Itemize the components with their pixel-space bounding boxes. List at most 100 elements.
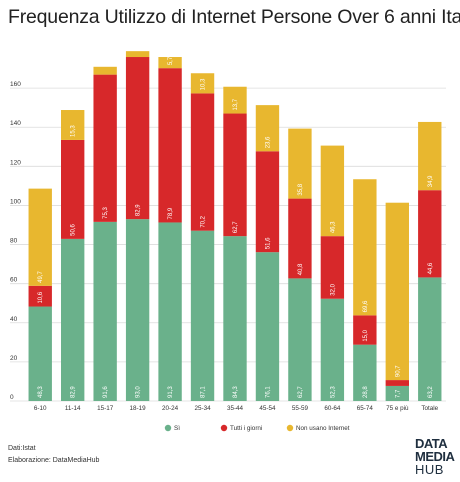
bar-segment: [288, 198, 312, 279]
bar-segment: [223, 113, 247, 237]
x-tick-label: 65-74: [357, 405, 374, 412]
x-tick-label: 11-14: [65, 405, 81, 412]
bar-segment: [125, 219, 150, 401]
data-label: 62,7: [233, 221, 239, 233]
bar-segment: [288, 128, 312, 199]
data-label: 91,3: [168, 386, 174, 398]
x-tick-label: 35-44: [227, 405, 244, 412]
bar-segment: [385, 385, 409, 401]
x-tick-label: 6-10: [34, 405, 47, 412]
data-label: 35,8: [298, 183, 304, 195]
data-label: 63,2: [428, 386, 434, 398]
legend-swatch: [286, 424, 294, 432]
data-label: 5,7: [168, 56, 174, 65]
data-label: 49,7: [38, 270, 44, 282]
data-label: 15,3: [71, 125, 77, 137]
data-label: 34,9: [428, 175, 434, 187]
y-tick-label: 20: [10, 355, 18, 362]
bar-segment: [353, 344, 377, 401]
datamediahub-logo: DATA MEDIA HUB: [415, 437, 455, 476]
y-tick-label: 60: [10, 277, 18, 284]
y-axis-ticks: 0 20 40 60 80 100 120 140 160: [10, 81, 21, 401]
bar-segment: [385, 202, 409, 381]
y-tick-label: 100: [10, 198, 21, 205]
y-tick-label: 40: [10, 316, 18, 323]
y-tick-label: 120: [10, 159, 21, 166]
data-label: 93,0: [136, 386, 142, 398]
bar-segment: [255, 151, 280, 253]
bars: 48,3 10,6 49,7 82,9 50,6 15,3 91,6 75,3 93,0 82,9…: [28, 51, 442, 401]
bar-segment: [385, 380, 409, 386]
data-label: 48,3: [38, 386, 44, 398]
x-tick-label: 75 e più: [386, 405, 409, 412]
data-label: 90,7: [395, 365, 401, 377]
data-label: 78,9: [168, 207, 174, 219]
data-label: 50,6: [71, 224, 77, 236]
data-label: 82,9: [136, 204, 142, 216]
bar-segment: [28, 306, 52, 401]
bar-segment: [61, 139, 85, 239]
data-label: 82,9: [71, 386, 77, 398]
bar-segment: [28, 188, 52, 286]
data-label: 76,1: [265, 386, 271, 398]
legend-label: Tutti i giorni: [230, 425, 262, 432]
x-tick-label: 18-19: [130, 405, 147, 412]
bar-segment: [418, 121, 442, 191]
x-tick-label: 20-24: [162, 405, 179, 412]
bar-segment: [61, 110, 85, 140]
legend: Sì Tutti i giorni Non usano Internet: [164, 424, 350, 432]
bar-segment: [255, 105, 280, 152]
data-label: 15,0: [363, 329, 369, 341]
bar-segment: [158, 57, 182, 69]
bar-segment: [320, 236, 345, 299]
logo-line-1: DATA: [415, 436, 448, 451]
data-label: 23,6: [265, 136, 271, 148]
data-label: 91,6: [103, 386, 109, 398]
x-axis-ticks: 6-10 11-14 15-17 18-19 20-24 25-34 35-44 45-54 5…: [34, 405, 439, 412]
bar-segment: [93, 66, 117, 75]
data-label: 7,7: [395, 389, 401, 398]
bar-segment: [158, 222, 182, 401]
x-tick-label: Totale: [421, 405, 438, 412]
y-tick-label: 80: [10, 238, 18, 245]
data-label: 70,2: [201, 215, 207, 227]
x-tick-label: 55-59: [292, 405, 309, 412]
logo-line-3: HUB: [415, 462, 444, 477]
bar-segment: [190, 73, 215, 94]
data-label: 40,8: [298, 263, 304, 275]
data-label: 28,8: [363, 386, 369, 398]
legend-label: Non usano Internet: [296, 425, 350, 432]
y-tick-label: 160: [10, 81, 21, 88]
y-tick-label: 0: [10, 394, 14, 401]
bar-segment: [190, 230, 215, 401]
bar-segment: [223, 236, 247, 401]
data-label: 62,7: [298, 386, 304, 398]
bar-segment: [190, 93, 215, 231]
bar-segment: [418, 190, 442, 278]
bar-segment: [125, 57, 150, 220]
data-label: 69,6: [363, 300, 369, 312]
data-label: 32,0: [330, 283, 336, 295]
bar-segment: [255, 252, 280, 401]
bar-segment: [223, 86, 247, 114]
logo-line-2: MEDIA: [415, 449, 455, 464]
bar-segment: [353, 179, 377, 316]
data-label: 10,6: [38, 291, 44, 303]
data-label: 13,7: [233, 98, 239, 110]
bar-segment: [28, 285, 52, 307]
bar-segment: [320, 298, 345, 401]
chart-title: Frequenza Utilizzo di Internet Persone O…: [8, 6, 460, 28]
x-tick-label: 15-17: [97, 405, 114, 412]
data-label: 52,3: [330, 386, 336, 398]
legend-swatch: [220, 424, 228, 432]
source-elaborazione: Elaborazione: DataMediaHub: [8, 457, 100, 464]
bar-segment: [93, 221, 117, 401]
bar-segment: [93, 74, 117, 222]
bar-segment: [125, 51, 150, 58]
bar-segment: [61, 238, 85, 401]
data-label: 46,3: [330, 221, 336, 233]
y-tick-label: 140: [10, 120, 21, 127]
bar-segment: [353, 315, 377, 345]
source-dati: Dati:Istat: [8, 445, 36, 452]
